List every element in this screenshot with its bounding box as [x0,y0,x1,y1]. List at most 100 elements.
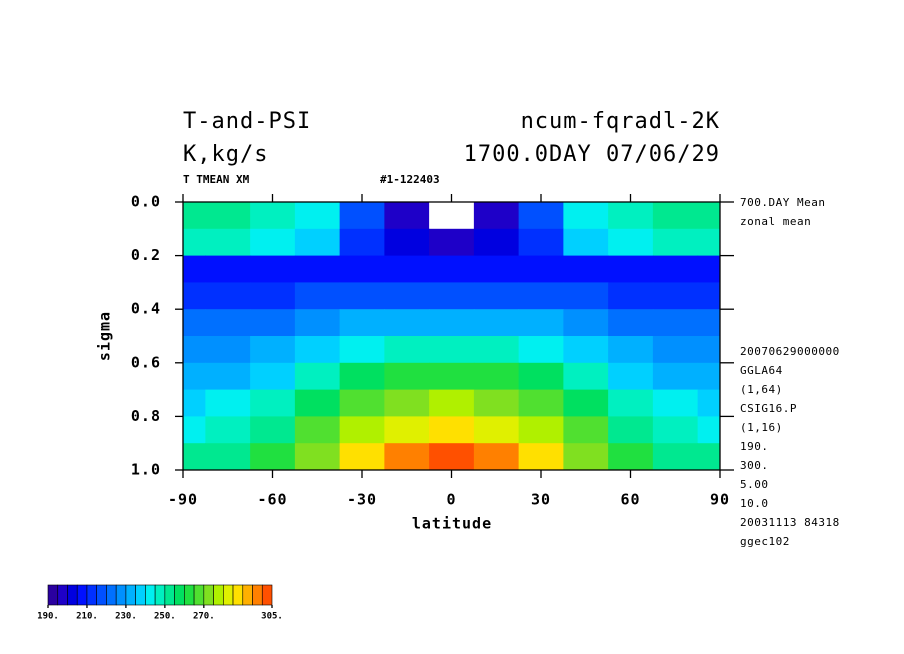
cell [384,228,430,257]
cell [183,309,206,337]
colorbar-box [125,584,136,606]
cell [250,202,296,230]
cell [429,416,475,444]
colorbar-label: 190. [37,612,59,622]
x-tick-label: 60 [620,491,640,509]
colorbar-box [213,584,224,606]
cell [183,202,206,230]
cell [339,362,385,391]
cell [608,309,654,337]
cell [652,255,699,283]
chart-title: T-and-PSI [183,109,311,134]
cell [339,389,385,417]
cell [652,416,699,444]
cell [294,282,341,310]
y-tick-label: 1.0 [131,461,161,479]
note: (1,64) [740,383,783,396]
cell [294,202,341,230]
cell [697,228,721,257]
cell [518,228,564,257]
cell [429,389,475,417]
cell [339,255,385,283]
cell [473,362,520,391]
cell [608,228,654,257]
colorbar-box [252,584,263,606]
cell [608,282,654,310]
cell [250,416,296,444]
x-tick-label: -90 [168,491,198,509]
cell [473,282,520,310]
cell [473,443,520,471]
colorbar-box [164,584,175,606]
cell [518,202,564,230]
cell [205,362,251,391]
field [183,202,721,471]
cell [473,202,520,230]
cell [429,228,475,257]
cell [429,282,475,310]
cell [205,202,251,230]
note: ggec102 [740,535,790,548]
x-tick-label: -30 [347,491,377,509]
cell [563,228,609,257]
colorbar-box [203,584,214,606]
cell [205,282,251,310]
cell [652,228,699,257]
cell [183,336,206,364]
colorbar-label: 305. [261,612,283,622]
cell [384,309,430,337]
cell [563,309,609,337]
cell [250,282,296,310]
cell [183,362,206,391]
cell [652,389,699,417]
cell [518,282,564,310]
cell [518,362,564,391]
cell [652,443,699,471]
run-label: #1-122403 [380,173,440,186]
cell [205,309,251,337]
colorbar-box [47,584,59,606]
x-tick-label: 30 [531,491,551,509]
cell [294,416,341,444]
cell [294,362,341,391]
note: 20031113 84318 [740,516,840,529]
colorbar-box [174,584,185,606]
cell [473,228,520,257]
colorbar-box [232,584,244,606]
colorbar-box [135,584,146,606]
cell [183,389,206,417]
cell [563,443,609,471]
cell [518,416,564,444]
cell [294,443,341,471]
note: GGLA64 [740,364,783,377]
cell [250,389,296,417]
colorbar-box [67,584,78,606]
cell [697,443,721,471]
cell [652,202,699,230]
cell [473,309,520,337]
colorbar-box [184,584,195,606]
cell [183,228,206,257]
cell [250,228,296,257]
colorbar-label: 250. [154,612,176,622]
cell [518,443,564,471]
cell [473,389,520,417]
cell [608,202,654,230]
cell [250,255,296,283]
cell [608,362,654,391]
y-tick-label: 0.0 [131,193,161,211]
colorbar-label: 210. [76,612,98,622]
cell [652,362,699,391]
cell [608,255,654,283]
x-tick-label: 90 [710,491,730,509]
cell [429,336,475,364]
cell [563,255,609,283]
cell [384,255,430,283]
cell [339,336,385,364]
cell [183,416,206,444]
cell [294,336,341,364]
cell [384,282,430,310]
note: zonal mean [740,215,811,228]
cell [697,416,721,444]
